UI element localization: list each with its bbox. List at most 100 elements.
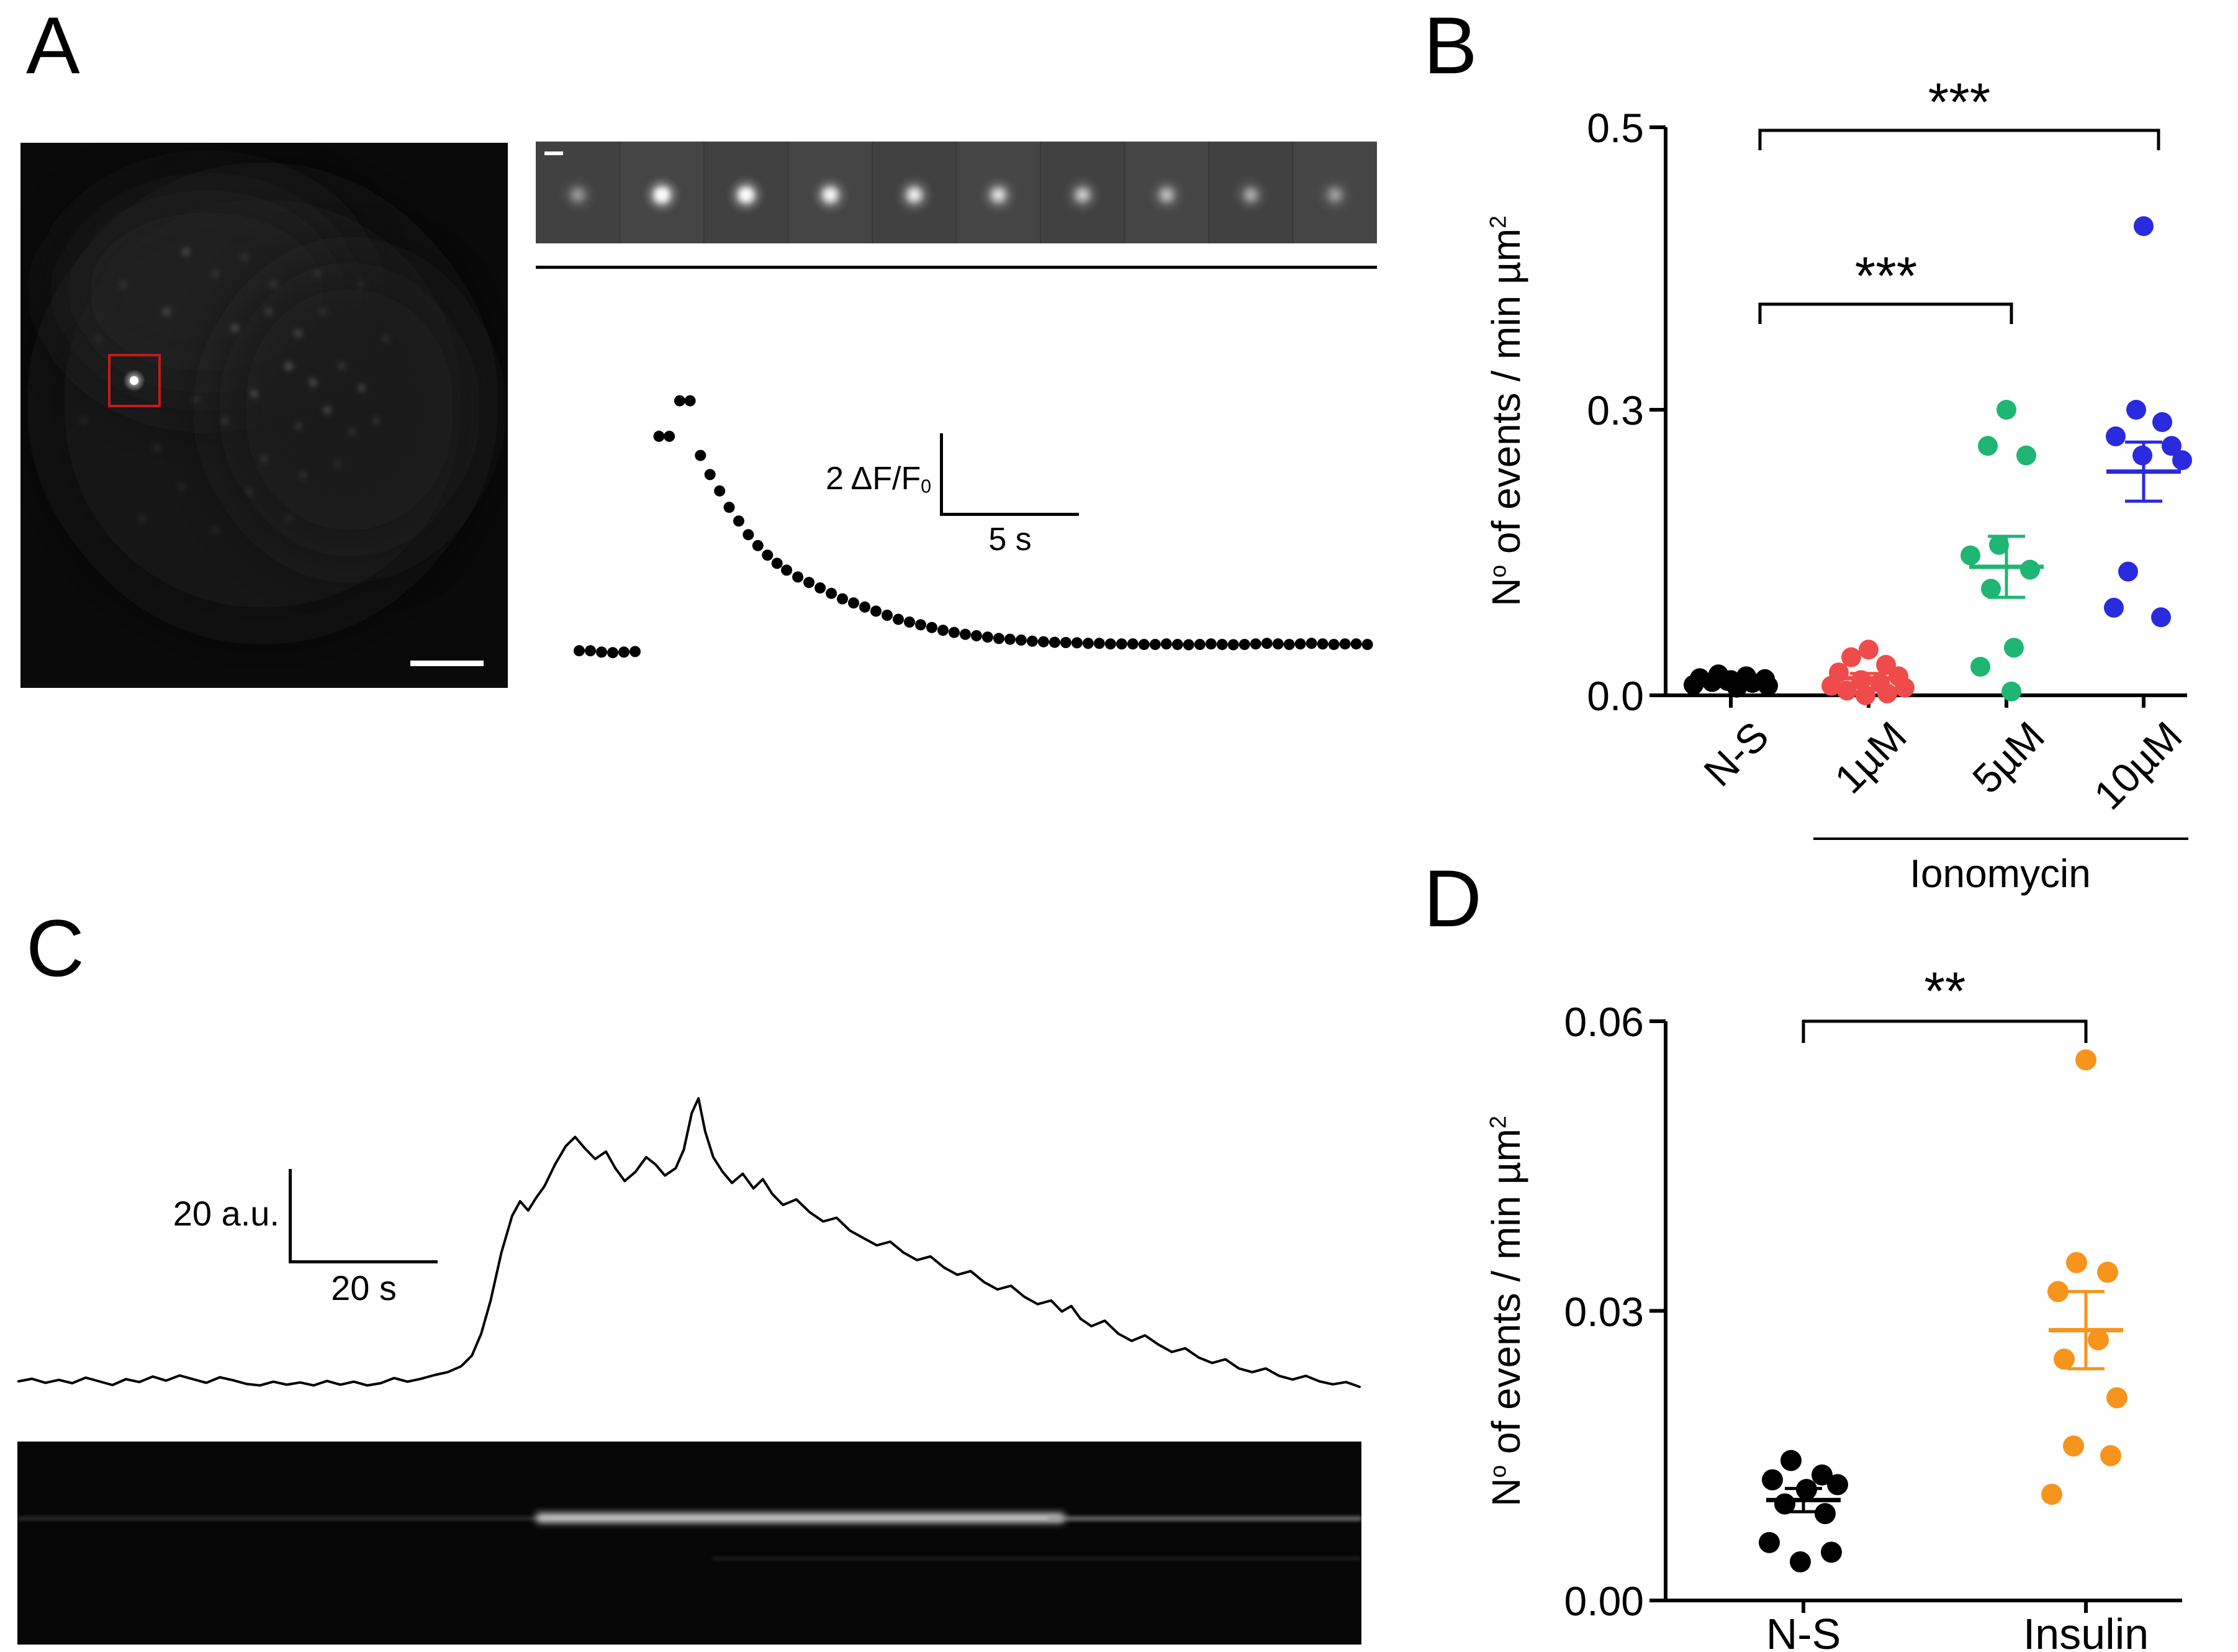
trace-dot (837, 593, 848, 605)
punctum (296, 423, 301, 429)
d-ytick-003: 0.03 (1564, 1289, 1644, 1335)
significance-bracket (1758, 302, 2013, 324)
panel-c-label: C (26, 903, 84, 993)
trace-dot (596, 646, 607, 658)
data-point (1759, 1532, 1780, 1553)
significance-bracket (1802, 1019, 2088, 1043)
significance-bracket (1758, 129, 2160, 150)
data-point (1827, 1474, 1848, 1496)
time-scalebar-horizontal (289, 1260, 438, 1263)
d-category-insulin: Insulin (2023, 1610, 2149, 1652)
intensity-scalebar-label: 20 a.u. (173, 1194, 279, 1233)
d-significance: ** (1924, 962, 1966, 1021)
punctum (246, 489, 252, 494)
data-point (1870, 673, 1890, 693)
data-point (1718, 671, 1738, 691)
kymograph-image (17, 1442, 1361, 1645)
deltaF-scalebar-label: 2 ΔF/F0 (826, 461, 931, 497)
panel-d-label: D (1424, 853, 1482, 944)
trace-dot (1328, 639, 1340, 651)
punctum (315, 271, 320, 276)
data-point (1790, 1551, 1811, 1573)
trace-dot (607, 647, 618, 659)
data-point (1837, 680, 1857, 701)
trace-dot (1127, 638, 1139, 650)
time-scalebar-label-c: 20 s (331, 1268, 397, 1307)
data-point (1684, 675, 1703, 695)
ionomycin-group-line (1813, 837, 2188, 840)
data-point (2063, 1435, 2084, 1457)
punctum (163, 309, 170, 315)
punctum (183, 248, 189, 255)
b-ytick-03: 0.3 (1587, 387, 1644, 433)
kymograph-decay-streak (1048, 1516, 1361, 1521)
event-spot (823, 188, 837, 202)
data-point (1708, 664, 1728, 685)
punctum (154, 445, 160, 451)
data-point (1743, 673, 1762, 693)
data-point (2106, 1387, 2127, 1409)
data-point (2162, 436, 2182, 456)
data-point (2134, 216, 2154, 237)
event-spot (571, 188, 585, 202)
data-point (1812, 1464, 1833, 1486)
punctum (251, 390, 258, 397)
event-spot (1328, 188, 1342, 202)
event-montage-strip (536, 142, 1377, 243)
trace-dot (1205, 638, 1217, 650)
trace-dot (1250, 638, 1261, 650)
data-point (1970, 657, 1990, 677)
data-point (1841, 647, 1861, 667)
punctum (120, 282, 125, 287)
punctum (310, 379, 316, 386)
trace-dot (904, 616, 915, 628)
trace-dot (826, 587, 837, 599)
punctum (81, 418, 86, 423)
data-point (2151, 607, 2171, 628)
data-point (1859, 639, 1879, 660)
trace-dot (723, 502, 735, 513)
punctum (349, 429, 354, 435)
punctum (358, 385, 365, 392)
trace-dot (1015, 634, 1027, 646)
data-point (2020, 559, 2040, 580)
trace-dot (664, 430, 675, 442)
trace-dot (792, 571, 804, 583)
trace-dot (574, 645, 585, 657)
b-significance-mid: *** (1854, 246, 1918, 306)
d-category-ns: N-S (1766, 1610, 1841, 1652)
data-point (1690, 668, 1710, 688)
trace-dot (803, 577, 815, 589)
trace-dot (893, 613, 904, 625)
data-point (1978, 436, 1998, 456)
trace-dot (1104, 638, 1116, 650)
time-scalebar-label: 5 s (988, 521, 1032, 557)
trace-dot (1194, 639, 1206, 651)
trace-dot (848, 597, 859, 609)
trace-dot (742, 529, 754, 541)
data-point (1821, 675, 1841, 696)
punctum (295, 330, 302, 337)
data-point (1780, 1450, 1802, 1471)
data-point (1796, 1479, 1817, 1501)
b-y-axis-title: No of events / min µm2 (1484, 215, 1528, 607)
event-spot (655, 188, 669, 202)
trace-dot (1306, 638, 1317, 649)
trace-dot (1004, 633, 1016, 645)
trace-dot (762, 549, 774, 561)
punctum (213, 527, 218, 533)
punctum (213, 271, 218, 276)
data-point (2118, 561, 2138, 582)
trace-dot (781, 564, 793, 576)
trace-dot (653, 430, 665, 442)
b-category-ns: N-S (1695, 712, 1778, 795)
trace-dot (859, 601, 870, 613)
data-point (1856, 685, 1875, 705)
punctum (96, 336, 101, 342)
calcium-event-spot (130, 376, 138, 385)
data-point (1758, 675, 1778, 696)
b-ytick-00: 0.0 (1587, 673, 1644, 719)
trace-dot (915, 619, 926, 631)
trace-dot (1049, 636, 1060, 648)
